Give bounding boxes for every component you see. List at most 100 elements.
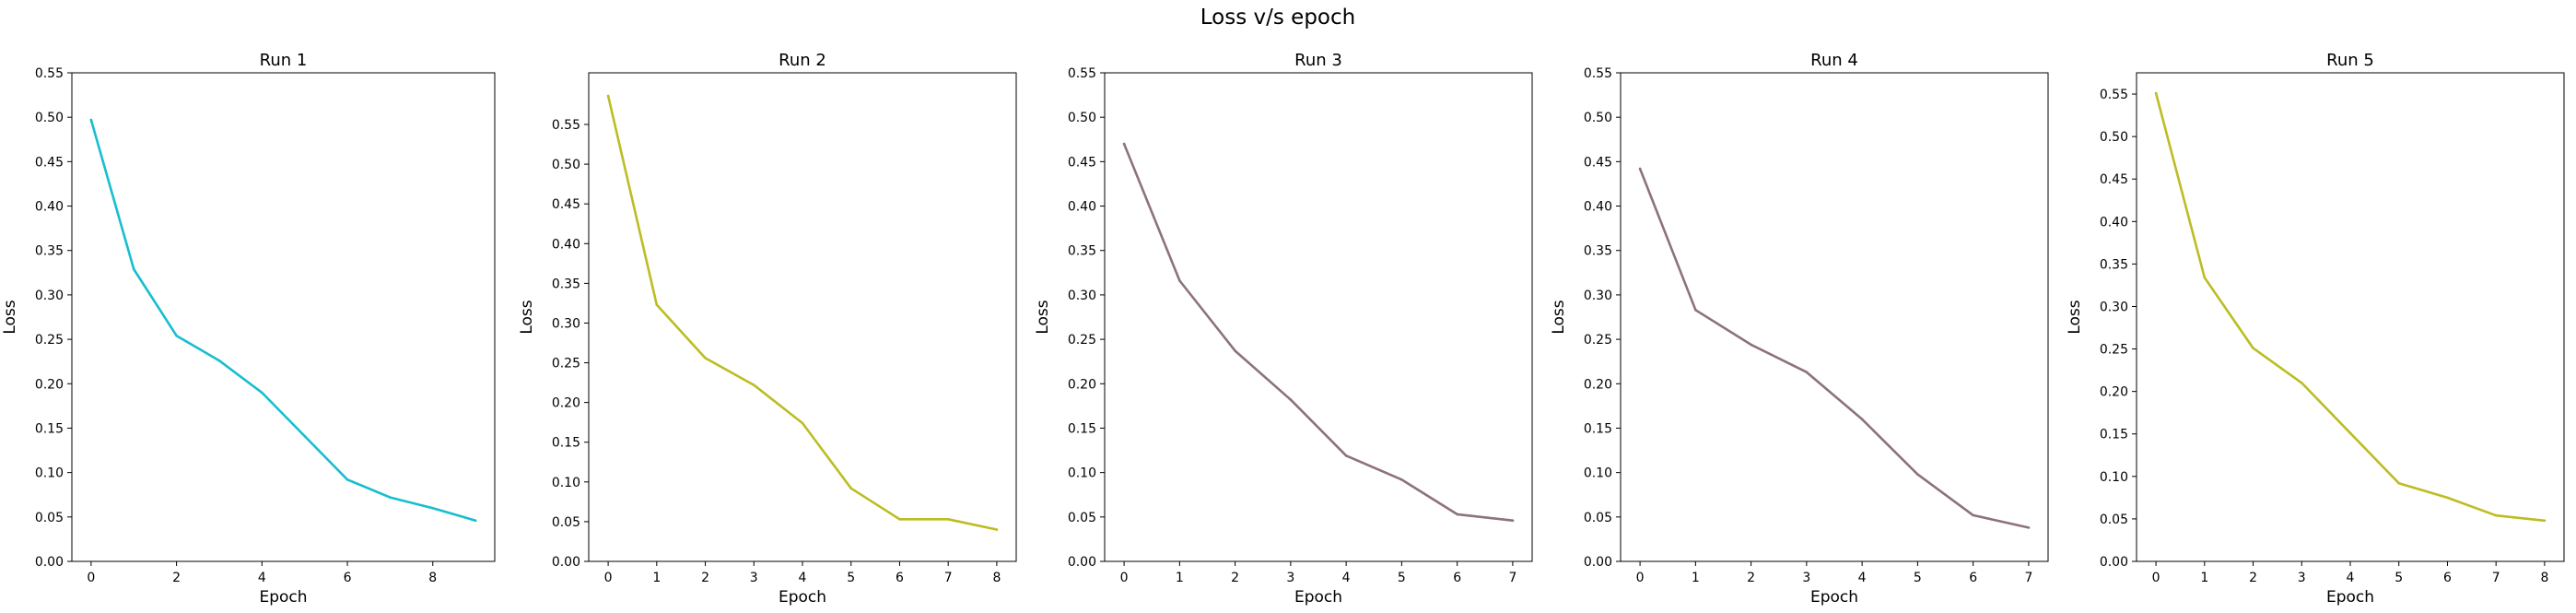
y-tick-label: 0.55: [552, 118, 580, 133]
x-tick-label: 1: [652, 571, 661, 585]
y-tick-label: 0.55: [2100, 88, 2128, 102]
y-tick-label: 0.45: [552, 197, 580, 212]
chart-panel-run-2: 0.00 0.05 0.10 0.15 0.20 0.25 0.30 0.35 0.40 0.45…: [518, 51, 1017, 607]
x-tick-label: 8: [428, 571, 437, 585]
x-tick-label: 0: [604, 571, 613, 585]
y-tick-label: 0.15: [2100, 428, 2128, 442]
x-tick-label: 2: [1231, 571, 1239, 585]
y-tick-label: 0.05: [1068, 511, 1096, 525]
y-tick-label: 0.30: [35, 289, 64, 303]
y-tick-label: 0.10: [35, 466, 64, 481]
y-tick-label: 0.35: [35, 244, 64, 259]
y-tick-label: 0.05: [552, 515, 580, 530]
data-point: [217, 359, 221, 362]
axes-frame: [588, 72, 1017, 562]
data-point: [1289, 398, 1293, 401]
y-tick-label: 0.45: [1584, 155, 1612, 170]
x-tick-label: 4: [1342, 571, 1351, 585]
data-point: [2203, 276, 2207, 279]
data-point: [655, 303, 659, 306]
loss-line-run-5: [2154, 91, 2547, 523]
data-point: [303, 434, 306, 438]
x-axis-label: Epoch: [779, 588, 826, 607]
data-point: [2446, 496, 2449, 500]
y-tick-label: 0.00: [1584, 555, 1612, 570]
y-tick-label: 0.50: [35, 111, 64, 125]
chart-panel-run-1: 0.00 0.05 0.10 0.15 0.20 0.25 0.30 0.35 0.40 0.45…: [1, 51, 496, 607]
panel-title: Run 5: [2326, 51, 2374, 70]
loss-line-run-2: [606, 94, 999, 531]
x-tick-label: 4: [258, 571, 266, 585]
loss-line-run-1: [89, 118, 477, 523]
y-tick-label: 0.35: [552, 277, 580, 291]
x-axis-label: Epoch: [2326, 588, 2374, 607]
x-tick-label: 2: [172, 571, 181, 585]
y-tick-label: 0.30: [1068, 289, 1096, 303]
y-tick-label: 0.15: [1068, 421, 1096, 436]
y-tick-label: 0.35: [2100, 257, 2128, 272]
chart-panel-run-5: 0.00 0.05 0.10 0.15 0.20 0.25 0.30 0.35 0.40 0.45…: [2066, 51, 2565, 607]
y-tick-label: 0.40: [35, 200, 64, 215]
x-tick-label: 8: [2540, 571, 2548, 585]
y-tick-label: 0.00: [35, 555, 64, 570]
x-tick-label: 6: [896, 571, 904, 585]
panel-title: Run 3: [1294, 51, 1342, 70]
y-tick-label: 0.05: [35, 511, 64, 525]
y-tick-label: 0.50: [552, 158, 580, 172]
y-tick-label: 0.30: [1584, 289, 1612, 303]
y-tick-label: 0.10: [1584, 466, 1612, 481]
data-point: [389, 496, 392, 499]
panel-title: Run 1: [260, 51, 308, 70]
x-tick-label: 7: [2492, 571, 2500, 585]
data-point: [1400, 478, 1403, 481]
data-point: [345, 478, 349, 481]
x-tick-label: 1: [1692, 571, 1700, 585]
data-point: [898, 518, 901, 521]
data-point: [2027, 526, 2031, 529]
x-tick-label: 7: [1508, 571, 1516, 585]
data-point: [2252, 347, 2254, 349]
y-tick-label: 0.40: [1068, 200, 1096, 215]
chart-panel-run-3: 0.00 0.05 0.10 0.15 0.20 0.25 0.30 0.35 0.40 0.45…: [1034, 51, 1533, 607]
y-tick-label: 0.45: [2100, 172, 2128, 187]
axes-frame: [1104, 72, 1533, 562]
data-point: [1638, 167, 1642, 171]
x-tick-label: 4: [1858, 571, 1867, 585]
y-tick-label: 0.20: [1068, 377, 1096, 392]
data-point: [1694, 308, 1697, 312]
x-tick-label: 6: [1969, 571, 1977, 585]
figure-title: Loss v/s epoch: [1200, 6, 1355, 29]
x-tick-label: 6: [344, 571, 352, 585]
data-point: [606, 94, 610, 98]
data-point: [1750, 343, 1752, 347]
chart-panel-run-4: 0.00 0.05 0.10 0.15 0.20 0.25 0.30 0.35 0.40 0.45…: [1550, 51, 2049, 607]
data-point: [995, 528, 999, 531]
data-point: [1456, 513, 1458, 516]
y-tick-label: 0.20: [35, 377, 64, 392]
y-tick-label: 0.30: [2100, 300, 2128, 314]
x-tick-label: 0: [2152, 571, 2160, 585]
data-point: [1511, 519, 1515, 522]
y-axis-label: Loss: [518, 300, 536, 334]
y-tick-label: 0.55: [35, 66, 64, 81]
y-tick-label: 0.00: [2100, 555, 2128, 570]
x-tick-label: 4: [2347, 571, 2355, 585]
x-axis-label: Epoch: [1294, 588, 1342, 607]
x-tick-label: 4: [799, 571, 807, 585]
x-tick-label: 3: [2298, 571, 2306, 585]
x-tick-label: 5: [1914, 571, 1922, 585]
data-point: [2397, 481, 2401, 485]
x-tick-label: 5: [847, 571, 855, 585]
x-tick-label: 8: [992, 571, 1001, 585]
x-tick-label: 1: [2200, 571, 2208, 585]
y-tick-label: 0.05: [2100, 513, 2128, 527]
y-tick-label: 0.50: [1584, 111, 1612, 125]
x-tick-label: 5: [1398, 571, 1406, 585]
data-point: [2300, 382, 2303, 384]
y-axis-label: Loss: [2066, 300, 2084, 334]
x-tick-label: 1: [1176, 571, 1184, 585]
x-axis-label: Epoch: [259, 588, 307, 607]
data-point: [1805, 371, 1809, 374]
data-point: [175, 334, 178, 337]
y-tick-label: 0.40: [1584, 200, 1612, 215]
